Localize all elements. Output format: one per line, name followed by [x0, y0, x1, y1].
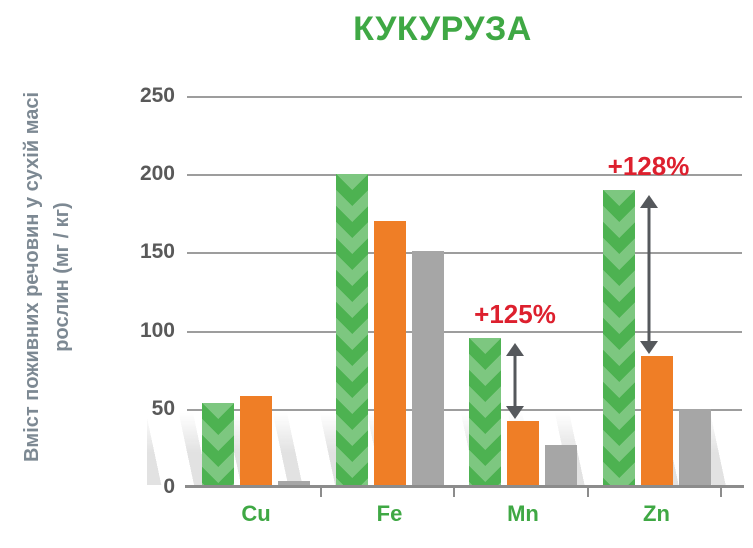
y-tick-label-200: 200: [139, 162, 175, 186]
y-tick-label-150: 150: [139, 240, 175, 264]
gridline-100: [187, 330, 742, 333]
x-category-label-mn: Mn: [507, 501, 539, 526]
bar-green-textured-cu: [202, 402, 234, 487]
y-axis-label-line2: рослин (мг / кг): [51, 202, 73, 352]
gridline-250: [187, 96, 742, 98]
x-category-label-fe: Fe: [376, 501, 403, 526]
double-arrow-icon: [506, 343, 524, 420]
double-arrow-icon: [639, 194, 658, 354]
x-axis-tick: [720, 488, 722, 497]
bar-gray-fe: [411, 250, 444, 487]
x-axis-tick: [319, 488, 322, 497]
x-category-label-zn: Zn: [643, 501, 670, 526]
bar-orange-fe: [373, 221, 406, 487]
bar-gray-mn: [545, 444, 577, 487]
gridline-50: [187, 408, 742, 411]
x-category-label-cu: Cu: [241, 501, 271, 526]
bar-green-textured-fe: [335, 174, 368, 487]
y-tick-label-100: 100: [139, 318, 175, 342]
annotation-label-zn: +128%: [607, 150, 690, 181]
x-axis-tick: [453, 488, 455, 497]
chart-title: КУКУРУЗА: [353, 10, 532, 48]
bar-orange-mn: [507, 421, 539, 487]
y-tick-label-0: 0: [163, 475, 175, 498]
x-axis-tick: [586, 488, 589, 497]
y-axis-label-line1: Вміст поживних речовин у сухій масі: [21, 91, 43, 463]
gridline-200: [187, 174, 742, 177]
x-axis-line: [185, 485, 744, 488]
y-tick-label-250: 250: [139, 84, 175, 107]
bar-orange-zn: [640, 355, 673, 487]
y-axis-label: Вміст поживних речовин у сухій масі росл…: [17, 57, 77, 497]
bar-gray-zn: [678, 408, 711, 487]
y-tick-label-50: 50: [151, 396, 175, 420]
bar-orange-cu: [240, 396, 272, 487]
bar-gray-cu: [278, 480, 310, 487]
bar-green-textured-zn: [602, 189, 635, 487]
annotation-label-mn: +125%: [474, 299, 556, 330]
gridline-150: [187, 252, 742, 255]
bar-green-textured-mn: [469, 338, 501, 487]
plot-area: 0 50 100 150 200 250 Cu Fe Mn Zn +125% +128%: [140, 84, 744, 526]
